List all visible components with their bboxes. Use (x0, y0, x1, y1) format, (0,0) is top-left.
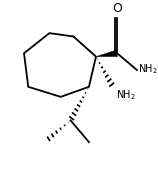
Polygon shape (96, 50, 118, 57)
Text: O: O (112, 2, 122, 15)
Text: NH$_2$: NH$_2$ (116, 88, 136, 102)
Text: NH$_2$: NH$_2$ (138, 62, 158, 76)
